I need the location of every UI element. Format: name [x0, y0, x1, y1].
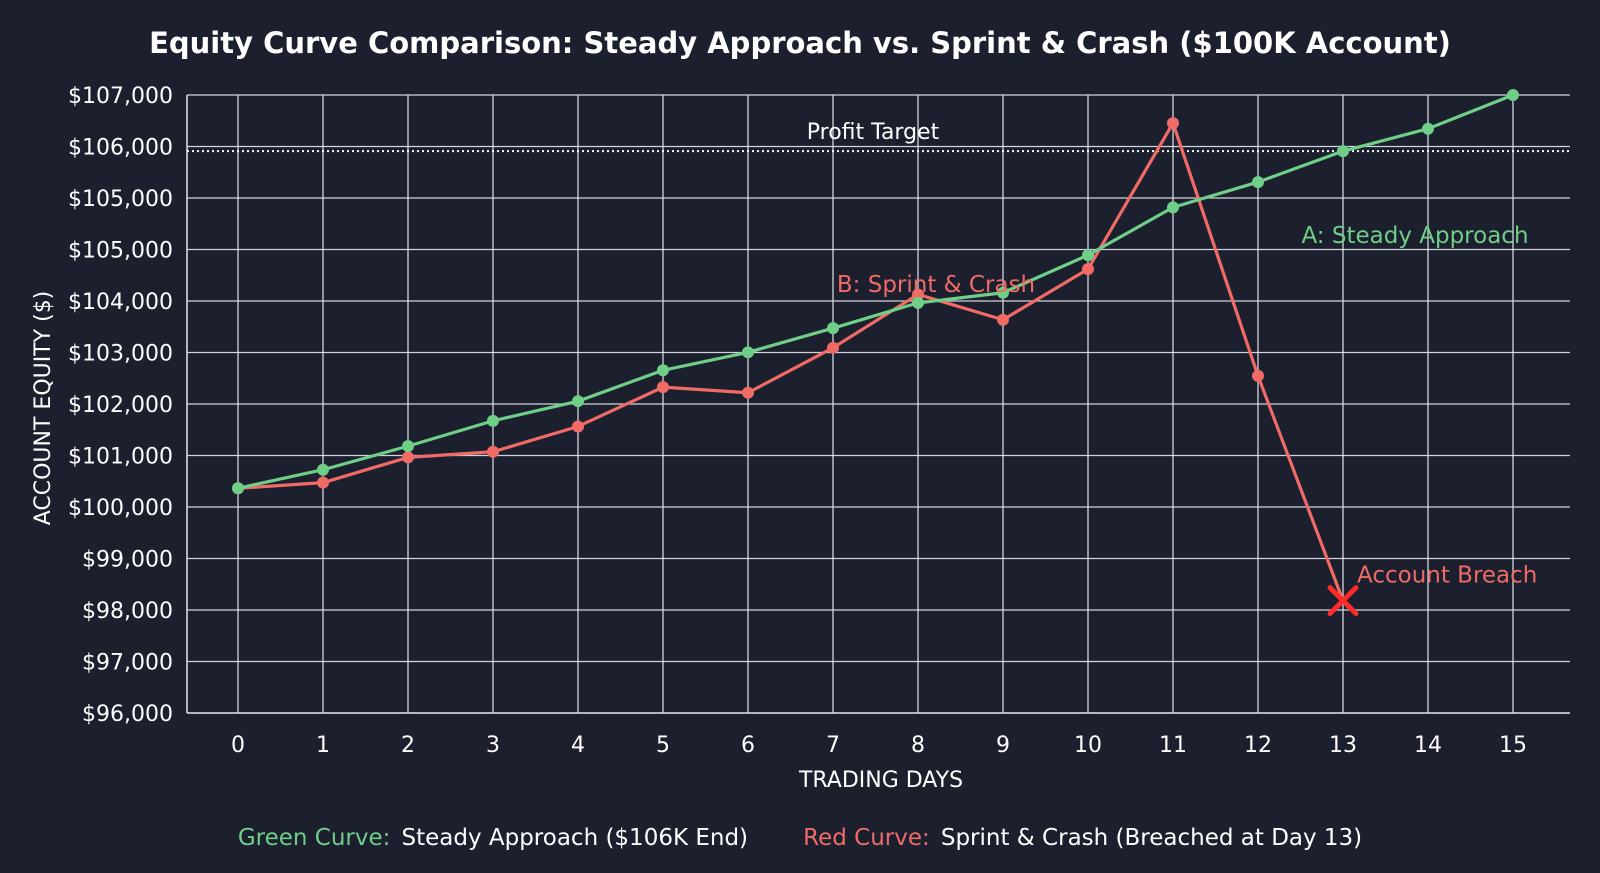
y-tick-label: $102,000: [68, 393, 173, 418]
data-point: [1167, 201, 1179, 214]
data-point: [742, 386, 754, 399]
profit-target-group: Profit Target: [187, 120, 1570, 153]
y-tick-label: $101,000: [68, 445, 173, 470]
data-point: [232, 482, 244, 495]
data-point: [1082, 249, 1094, 262]
x-tick-label: 13: [1329, 733, 1357, 758]
x-tick-label: 6: [741, 733, 755, 758]
data-point: [1507, 89, 1519, 101]
x-tick-label: 8: [911, 733, 925, 758]
x-icon-stroke: [1327, 585, 1359, 617]
data-point: [317, 463, 329, 476]
x-tick-label: 5: [656, 733, 670, 758]
data-point: [912, 296, 924, 309]
y-tick-label: $103,000: [68, 342, 173, 367]
data-point: [1337, 145, 1349, 158]
data-point: [742, 346, 754, 359]
data-point: [487, 414, 499, 427]
x-tick-label: 0: [231, 733, 245, 758]
grid: [186, 94, 1570, 714]
chart-title: Equity Curve Comparison: Steady Approach…: [149, 26, 1451, 60]
data-point: [827, 322, 839, 335]
x-icon: [1327, 585, 1359, 617]
x-tick-label: 12: [1244, 733, 1272, 758]
y-tick-label: $107,000: [68, 84, 173, 109]
data-point: [657, 364, 669, 377]
legend: Green Curve: Steady Approach ($106K End)…: [238, 825, 1362, 851]
y-tick-label: $96,000: [82, 702, 173, 727]
y-tick-label: $98,000: [82, 599, 173, 624]
x-tick-label: 3: [486, 733, 500, 758]
data-point: [1082, 263, 1094, 276]
x-axis-label: TRADING DAYS: [798, 768, 963, 793]
annotation-group: Account Breach: [1327, 563, 1537, 617]
series-label-b: B: Sprint & Crash: [837, 272, 1035, 298]
legend-red-key: Red Curve:: [803, 825, 930, 851]
data-point: [1252, 369, 1264, 382]
series-line-0: [237, 93, 1514, 490]
y-tick-label: $97,000: [82, 651, 173, 676]
data-point: [572, 395, 584, 408]
data-point: [827, 341, 839, 354]
data-point: [657, 381, 669, 394]
x-tick-label: 15: [1499, 733, 1527, 758]
y-tick-label: $104,000: [68, 290, 173, 315]
profit-target-label: Profit Target: [807, 120, 940, 145]
data-point: [912, 288, 924, 301]
data-point: [572, 420, 584, 433]
x-axis-ticks: 0 1 2 3 4 5 6 7 8 9 10 11 12 13 14 15: [231, 733, 1527, 758]
data-point: [317, 476, 329, 489]
series-group: A: Steady Approach B: Sprint & Crash: [232, 89, 1529, 602]
annotation-account-breach: Account Breach: [1357, 563, 1537, 589]
data-point: [402, 451, 414, 464]
data-point: [402, 440, 414, 453]
y-tick-label: $99,000: [82, 548, 173, 573]
legend-green-key: Green Curve:: [238, 825, 391, 851]
y-axis-label: ACCOUNT EQUITY ($): [31, 291, 56, 526]
data-point: [1167, 117, 1179, 130]
data-point: [1252, 176, 1264, 189]
x-tick-label: 14: [1414, 733, 1442, 758]
y-tick-label: $105,000: [68, 187, 173, 212]
x-tick-label: 1: [316, 733, 330, 758]
x-tick-label: 4: [571, 733, 585, 758]
legend-red-text: Sprint & Crash (Breached at Day 13): [941, 825, 1362, 851]
data-point: [487, 445, 499, 458]
x-tick-label: 7: [826, 733, 840, 758]
y-tick-label: $106,000: [68, 136, 173, 161]
data-point: [997, 313, 1009, 326]
x-tick-label: 11: [1159, 733, 1187, 758]
x-tick-label: 10: [1074, 733, 1102, 758]
y-tick-label: $100,000: [68, 496, 173, 521]
data-point: [997, 286, 1009, 299]
series-label-a: A: Steady Approach: [1301, 223, 1528, 249]
y-tick-label: $105,000: [68, 239, 173, 264]
series-line-1: [237, 121, 1345, 602]
x-tick-label: 9: [996, 733, 1010, 758]
data-point: [1422, 122, 1434, 135]
x-tick-label: 2: [401, 733, 415, 758]
legend-green-text: Steady Approach ($106K End): [401, 825, 748, 851]
y-axis-ticks: $107,000 $106,000 $105,000 $105,000 $104,000…: [68, 84, 173, 727]
